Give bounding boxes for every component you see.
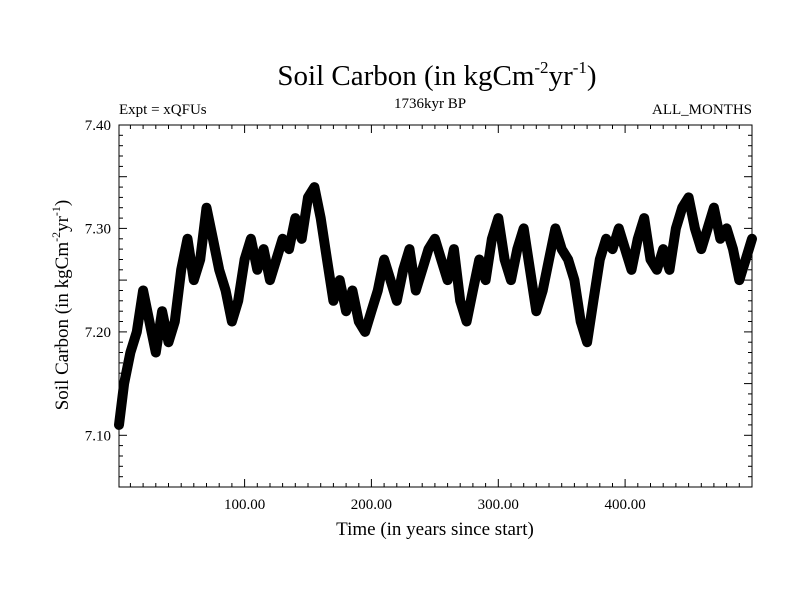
y-tick-label: 7.20 <box>85 325 111 341</box>
expt-label: Expt = xQFUs <box>119 102 207 118</box>
period-label: 1736kyr BP <box>394 96 466 112</box>
x-tick-label: 100.00 <box>224 497 265 513</box>
y-tick-label: 7.10 <box>85 428 111 444</box>
y-tick-label: 7.40 <box>85 118 111 134</box>
tick-labels-layer: 7.10 7.20 7.30 7.40 100.00 200.00 300.00 400.00 <box>85 118 646 513</box>
y-axis-label: Soil Carbon (in kgCm-2yr-1) <box>49 200 73 411</box>
series-line-0 <box>114 182 757 430</box>
x-tick-label: 400.00 <box>604 497 645 513</box>
x-tick-label: 200.00 <box>351 497 392 513</box>
series-layer <box>114 182 757 430</box>
x-tick-label: 300.00 <box>478 497 519 513</box>
ticks-layer <box>119 124 752 488</box>
y-tick-label: 7.30 <box>85 221 111 237</box>
plot-frame <box>118 124 753 488</box>
x-axis-label: Time (in years since start) <box>336 519 534 540</box>
chart-title: Soil Carbon (in kgCm-2yr-1) <box>277 58 596 92</box>
months-label: ALL_MONTHS <box>652 102 752 118</box>
